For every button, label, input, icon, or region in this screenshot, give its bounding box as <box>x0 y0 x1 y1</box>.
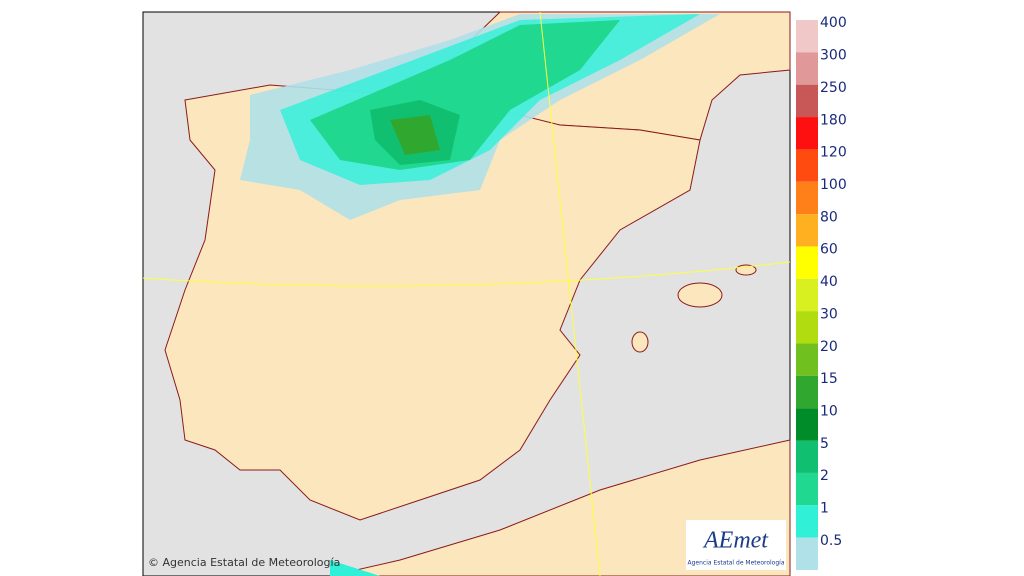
legend-swatch <box>796 214 818 247</box>
legend-swatch <box>796 278 818 312</box>
legend-swatch <box>796 52 818 85</box>
logo: AEmet <box>702 528 769 554</box>
legend-swatch <box>796 343 818 376</box>
graticule <box>142 11 791 576</box>
legend-label: 1 <box>820 501 829 517</box>
legend-swatch <box>796 84 818 118</box>
legend-swatch <box>796 20 818 53</box>
legend-label: 60 <box>820 242 838 258</box>
rain-10 <box>390 115 440 155</box>
legend-swatch <box>796 117 818 150</box>
rain-south <box>330 560 380 576</box>
parallel <box>142 261 791 287</box>
legend-label: 10 <box>820 403 838 419</box>
legend-label: 2 <box>820 468 829 484</box>
legend-swatch <box>796 246 818 279</box>
legend-label: 250 <box>820 80 847 96</box>
legend-swatch <box>796 537 818 570</box>
legend-label: 100 <box>820 177 847 193</box>
precipitation <box>240 14 720 576</box>
legend-swatch <box>796 408 818 441</box>
legend-swatch <box>796 181 818 215</box>
legend-label: 30 <box>820 306 838 322</box>
legend-label: 0.5 <box>820 533 842 549</box>
legend-label: 180 <box>820 112 847 128</box>
credit: © Agencia Estatal de Meteorología <box>148 556 340 569</box>
legend-swatch <box>796 149 818 182</box>
legend-label: 300 <box>820 48 847 64</box>
legend-label: 80 <box>820 209 838 225</box>
legend-label: 5 <box>820 436 829 452</box>
legend-label: 15 <box>820 371 838 387</box>
legend-swatch <box>796 440 818 473</box>
ibiza <box>631 331 649 353</box>
legend: 400 300 250 180 120 100 80 60 40 30 20 15 10 5 2 1 0.5 <box>796 15 847 570</box>
legend-label: 120 <box>820 145 847 161</box>
legend-swatch <box>796 505 818 538</box>
legend-label: 20 <box>820 339 838 355</box>
legend-label: 40 <box>820 274 838 290</box>
logo-box <box>686 520 786 570</box>
iberia <box>164 84 701 521</box>
mallorca <box>677 282 723 308</box>
logo-subtitle: Agencia Estatal de Meteorología <box>688 560 785 567</box>
legend-swatch <box>796 472 818 506</box>
legend-swatch <box>796 311 818 344</box>
meridian <box>539 11 601 576</box>
legend-swatch <box>796 375 818 409</box>
africa <box>329 439 791 576</box>
legend-label: 400 <box>820 15 847 31</box>
